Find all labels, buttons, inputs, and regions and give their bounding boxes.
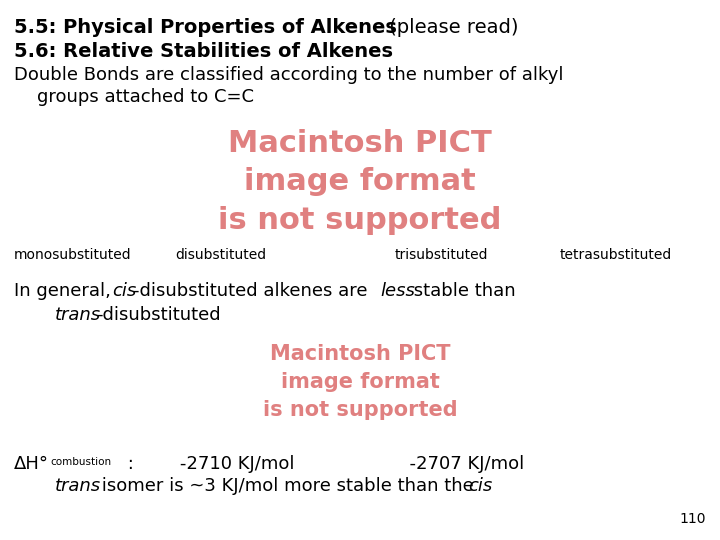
Text: less: less: [380, 282, 415, 300]
Text: combustion: combustion: [50, 457, 111, 467]
Text: trans: trans: [55, 477, 101, 495]
Text: 5.5: Physical Properties of Alkenes: 5.5: Physical Properties of Alkenes: [14, 18, 397, 37]
Text: (please read): (please read): [383, 18, 518, 37]
Text: -disubstituted: -disubstituted: [96, 306, 220, 324]
Text: In general,: In general,: [14, 282, 117, 300]
Text: tetrasubstituted: tetrasubstituted: [560, 248, 672, 262]
Text: -disubstituted alkenes are: -disubstituted alkenes are: [133, 282, 373, 300]
Text: Macintosh PICT
image format
is not supported: Macintosh PICT image format is not suppo…: [218, 129, 502, 235]
Text: Macintosh PICT
image format
is not supported: Macintosh PICT image format is not suppo…: [263, 344, 457, 420]
Text: trisubstituted: trisubstituted: [395, 248, 488, 262]
Text: cis: cis: [112, 282, 136, 300]
Text: stable than: stable than: [408, 282, 516, 300]
Text: 110: 110: [680, 512, 706, 526]
Text: disubstituted: disubstituted: [175, 248, 266, 262]
Text: ΔH°: ΔH°: [14, 455, 49, 473]
Text: groups attached to C=C: groups attached to C=C: [14, 88, 254, 106]
Text: :        -2710 KJ/mol                    -2707 KJ/mol: : -2710 KJ/mol -2707 KJ/mol: [122, 455, 524, 473]
Text: Double Bonds are classified according to the number of alkyl: Double Bonds are classified according to…: [14, 66, 564, 84]
Text: isomer is ~3 KJ/mol more stable than the: isomer is ~3 KJ/mol more stable than the: [96, 477, 480, 495]
Text: 5.6: Relative Stabilities of Alkenes: 5.6: Relative Stabilities of Alkenes: [14, 42, 393, 61]
Text: cis: cis: [468, 477, 492, 495]
Text: trans: trans: [55, 306, 101, 324]
Text: monosubstituted: monosubstituted: [14, 248, 132, 262]
